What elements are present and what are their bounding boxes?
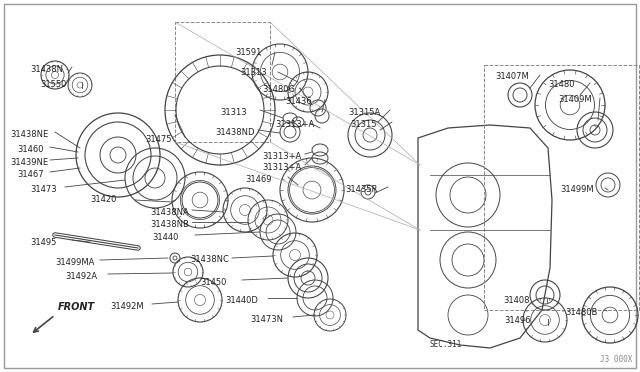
Text: 31475: 31475 (145, 135, 172, 144)
Text: 31495: 31495 (30, 238, 56, 247)
Text: 31409M: 31409M (558, 95, 591, 104)
Text: 31450: 31450 (200, 278, 227, 287)
Text: 31439NE: 31439NE (10, 158, 48, 167)
Bar (175, 22, 270, 142)
Text: 31313: 31313 (240, 68, 267, 77)
Text: 31550: 31550 (40, 80, 67, 89)
Bar (484, 65, 639, 310)
Text: 31496: 31496 (504, 316, 531, 325)
Text: 31492A: 31492A (65, 272, 97, 281)
Text: 31591: 31591 (235, 48, 261, 57)
Text: 31438NE: 31438NE (10, 130, 48, 139)
Text: 31460: 31460 (17, 145, 44, 154)
Text: 31313+A: 31313+A (262, 163, 301, 172)
Text: 31438NB: 31438NB (150, 220, 189, 229)
Text: 31473N: 31473N (250, 315, 283, 324)
Text: 31467: 31467 (17, 170, 44, 179)
Text: 31499MA: 31499MA (55, 258, 94, 267)
Text: 31315A: 31315A (348, 108, 380, 117)
Text: 31315: 31315 (350, 120, 376, 129)
Text: 31473: 31473 (30, 185, 56, 194)
Text: 31492M: 31492M (110, 302, 143, 311)
Text: FRONT: FRONT (58, 302, 95, 312)
Text: 31408: 31408 (503, 296, 529, 305)
Text: 31438N: 31438N (30, 65, 63, 74)
Text: 31480: 31480 (548, 80, 575, 89)
Text: SEC.311: SEC.311 (430, 340, 462, 349)
Text: 31440D: 31440D (225, 296, 258, 305)
Text: 31440: 31440 (152, 233, 179, 242)
Text: 31436: 31436 (285, 97, 312, 106)
Text: 31480G: 31480G (262, 85, 295, 94)
Text: 31438NC: 31438NC (190, 255, 229, 264)
Text: 31313+A: 31313+A (275, 120, 314, 129)
Text: 31313: 31313 (220, 108, 246, 117)
Text: 31438NA: 31438NA (150, 208, 189, 217)
Text: 31499M: 31499M (560, 185, 594, 194)
Text: J3 000X: J3 000X (600, 355, 632, 364)
Text: 31407M: 31407M (495, 72, 529, 81)
Text: 31438ND: 31438ND (215, 128, 255, 137)
Text: 31435R: 31435R (345, 185, 378, 194)
Text: 31313+A: 31313+A (262, 152, 301, 161)
Text: 31480B: 31480B (565, 308, 597, 317)
Text: 31420: 31420 (90, 195, 116, 204)
Text: 31469: 31469 (245, 175, 271, 184)
